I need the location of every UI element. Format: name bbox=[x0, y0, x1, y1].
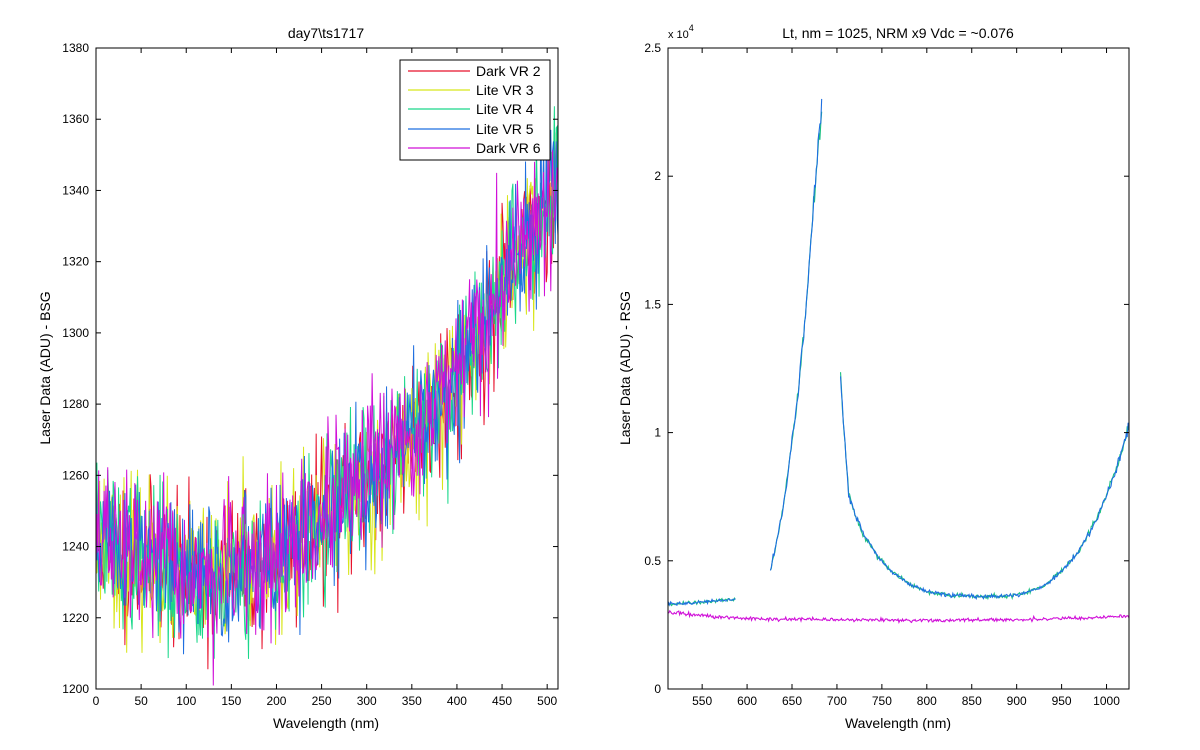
y-tick-label: 1.5 bbox=[644, 297, 661, 311]
legend-label: Lite VR 3 bbox=[476, 82, 534, 98]
y-tick-label: 1360 bbox=[62, 112, 89, 126]
y-tick-label: 1260 bbox=[62, 468, 89, 482]
legend-entry-dark-vr-6: Dark VR 6 bbox=[408, 140, 541, 156]
y-tick-label: 0 bbox=[654, 682, 661, 696]
bsg-chart: day7\ts1717 Wavelength (nm) Laser Data (… bbox=[37, 25, 559, 731]
rsg-y-axis-label: Laser Data (ADU) - RSG bbox=[617, 291, 633, 445]
y-tick-label: 1280 bbox=[62, 397, 89, 411]
y-tick-label: 2.5 bbox=[644, 41, 661, 55]
y-tick-label: 1300 bbox=[62, 326, 89, 340]
x-tick-label: 450 bbox=[492, 694, 512, 708]
bsg-series-layer bbox=[96, 106, 558, 686]
plot-frame bbox=[95, 47, 559, 690]
y-tick-label: 1380 bbox=[62, 41, 89, 55]
y-tick-label: 0.5 bbox=[644, 554, 661, 568]
legend-entry-dark-vr-2: Dark VR 2 bbox=[408, 63, 541, 79]
x-tick-label: 850 bbox=[962, 694, 982, 708]
x-tick-label: 0 bbox=[93, 694, 100, 708]
legend-box bbox=[399, 59, 551, 161]
x-tick-label: 550 bbox=[692, 694, 712, 708]
series-line-lite-vr-4 bbox=[96, 106, 558, 659]
y-tick-label: 1320 bbox=[62, 255, 89, 269]
bsg-x-axis-label: Wavelength (nm) bbox=[273, 715, 379, 731]
series-series-2-segment-1 bbox=[668, 598, 736, 607]
x-tick-label: 1000 bbox=[1093, 694, 1120, 708]
bsg-y-axis-label: Laser Data (ADU) - BSG bbox=[37, 291, 53, 444]
x-tick-label: 500 bbox=[537, 694, 557, 708]
rsg-series-layer bbox=[668, 98, 1129, 624]
bsg-axes: 0 50 100 150 200 250 300 350 400 450 500 1200 1220 12… bbox=[62, 41, 559, 708]
rsg-chart-title: Lt, nm = 1025, NRM x9 Vdc = ~0.076 bbox=[782, 25, 1014, 41]
x-tick-label: 100 bbox=[176, 694, 196, 708]
bsg-legend: Dark VR 2 Lite VR 3 Lite VR 4 Lite VR 5 … bbox=[399, 59, 551, 161]
y-tick-label: 1200 bbox=[62, 682, 89, 696]
x-tick-label: 750 bbox=[872, 694, 892, 708]
x-tick-label: 650 bbox=[782, 694, 802, 708]
x-tick-label: 50 bbox=[134, 694, 148, 708]
x-tick-label: 900 bbox=[1007, 694, 1027, 708]
series-series-3-segment-1 bbox=[668, 609, 1129, 624]
y-tick-label: 1240 bbox=[62, 540, 89, 554]
rsg-x-axis-label: Wavelength (nm) bbox=[845, 715, 951, 731]
x-tick-label: 150 bbox=[221, 694, 241, 708]
series-series-1-segment-2 bbox=[769, 111, 823, 571]
x-tick-label: 300 bbox=[357, 694, 377, 708]
plot-frame bbox=[667, 47, 1130, 690]
series-line-dark-vr-6 bbox=[96, 146, 558, 686]
rsg-chart: Lt, nm = 1025, NRM x9 Vdc = ~0.076 Wavel… bbox=[617, 23, 1130, 731]
y-tick-label: 1 bbox=[654, 426, 661, 440]
x-tick-label: 950 bbox=[1052, 694, 1072, 708]
x-tick-label: 200 bbox=[266, 694, 286, 708]
legend-label: Dark VR 2 bbox=[476, 63, 541, 79]
x-tick-label: 400 bbox=[447, 694, 467, 708]
legend-label: Lite VR 5 bbox=[476, 121, 534, 137]
x-tick-label: 250 bbox=[312, 694, 332, 708]
bsg-chart-title: day7\ts1717 bbox=[288, 25, 364, 41]
x-tick-label: 350 bbox=[402, 694, 422, 708]
x-tick-label: 800 bbox=[917, 694, 937, 708]
legend-entry-lite-vr-4: Lite VR 4 bbox=[408, 101, 534, 117]
legend-label: Lite VR 4 bbox=[476, 101, 534, 117]
y-tick-label: 2 bbox=[654, 169, 661, 183]
rsg-axes: 550 600 650 700 750 800 850 900 950 1000 0 0.5 1 1.5 2… bbox=[644, 41, 1130, 708]
series-series-2-segment-3 bbox=[839, 376, 1129, 601]
rsg-y-multiplier: x 104 bbox=[668, 23, 694, 41]
x-tick-label: 600 bbox=[737, 694, 757, 708]
x-tick-label: 700 bbox=[827, 694, 847, 708]
legend-entry-lite-vr-5: Lite VR 5 bbox=[408, 121, 534, 137]
y-tick-label: 1220 bbox=[62, 611, 89, 625]
legend-label: Dark VR 6 bbox=[476, 140, 541, 156]
y-tick-label: 1340 bbox=[62, 183, 89, 197]
legend-entry-lite-vr-3: Lite VR 3 bbox=[408, 82, 534, 98]
series-series-2-segment-2 bbox=[769, 98, 823, 571]
